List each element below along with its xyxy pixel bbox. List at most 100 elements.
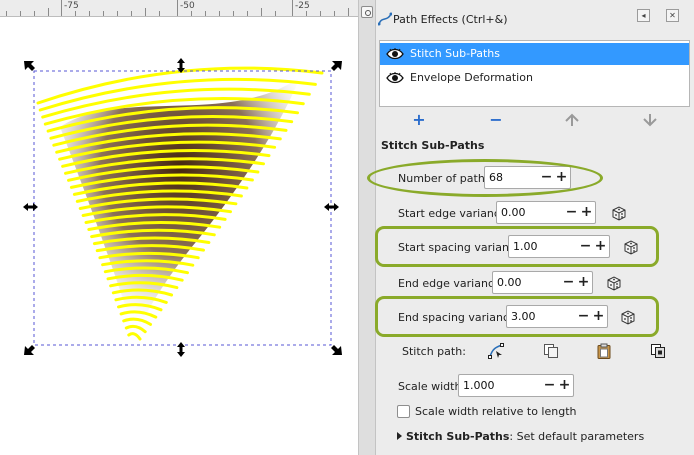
stitch-line (117, 303, 163, 312)
eye-icon[interactable] (386, 47, 404, 61)
handle-top-right[interactable] (331, 61, 342, 71)
decrement-button[interactable]: − (540, 169, 553, 185)
handle-top[interactable] (177, 58, 185, 73)
stitch-line (95, 244, 205, 253)
effect-list[interactable]: Stitch Sub-Paths Envelope Deformation (379, 40, 690, 107)
ruler-tick (103, 11, 104, 16)
paste-icon[interactable] (596, 343, 612, 359)
end-spacing-variance-input[interactable] (507, 306, 573, 327)
handle-top-left[interactable] (24, 61, 35, 71)
panel-toggle-icon[interactable] (361, 6, 373, 18)
decrement-button[interactable]: − (579, 238, 592, 254)
ruler-tick (159, 11, 160, 16)
increment-button[interactable]: + (592, 308, 605, 324)
path-effects-panel: Path Effects (Ctrl+&) ◂ ✕ Stitch Sub-Pat… (367, 0, 694, 455)
ruler-tick (177, 0, 178, 16)
dialog-title: Path Effects (Ctrl+&) (393, 13, 508, 26)
randomize-icon[interactable] (611, 205, 627, 221)
ruler-tick (61, 0, 62, 16)
ruler-tick (219, 11, 220, 16)
stitch-line (101, 259, 195, 267)
ruler-tick (247, 11, 248, 16)
copy-icon[interactable] (543, 343, 559, 359)
stitch-line (64, 157, 265, 175)
handle-left[interactable] (23, 203, 38, 211)
effect-label: Envelope Deformation (410, 71, 533, 84)
stitch-line (58, 140, 277, 161)
effect-item-stitch-sub-paths[interactable]: Stitch Sub-Paths (380, 43, 689, 65)
increment-button[interactable]: + (580, 204, 593, 220)
increment-button[interactable]: + (577, 274, 590, 290)
stitch-line (55, 132, 282, 154)
number-of-paths-input[interactable] (485, 167, 535, 188)
handle-bottom-right[interactable] (331, 345, 342, 355)
ruler-label: -50 (180, 1, 195, 11)
start-edge-variance-spinbox[interactable]: − + (496, 201, 596, 224)
panel-separator[interactable] (358, 0, 376, 455)
edit-path-icon[interactable] (488, 343, 504, 359)
randomize-icon[interactable] (606, 275, 622, 291)
start-spacing-variance-spinbox[interactable]: − + (508, 235, 610, 258)
selection-handles[interactable] (23, 58, 342, 357)
stitch-line (119, 310, 158, 319)
ruler-tick (306, 11, 307, 16)
decrement-button[interactable]: − (565, 204, 578, 220)
default-parameters-expander[interactable]: Stitch Sub-Paths: Set default parameters (397, 430, 644, 443)
stitch-line (61, 148, 271, 168)
drawing-canvas[interactable] (0, 17, 358, 455)
arrow-up-icon[interactable] (563, 111, 581, 129)
handle-right[interactable] (324, 203, 339, 211)
start-spacing-variance-label: Start spacing variance: (398, 241, 526, 254)
increment-button[interactable]: + (558, 377, 571, 393)
scale-width-input[interactable] (459, 375, 539, 396)
scale-relative-checkbox[interactable] (397, 405, 410, 418)
decrement-button[interactable]: − (562, 274, 575, 290)
end-edge-variance-input[interactable] (493, 272, 558, 293)
ruler-tick (75, 11, 76, 16)
ruler-label: -75 (64, 1, 79, 11)
randomize-icon[interactable] (620, 309, 636, 325)
stitch-line (98, 251, 200, 260)
stitch-lines (36, 66, 324, 341)
stitch-line (69, 173, 254, 189)
end-edge-variance-label: End edge variance: (398, 277, 505, 290)
arrow-down-icon[interactable] (641, 111, 659, 129)
increment-button[interactable]: + (594, 238, 607, 254)
effect-item-envelope-deformation[interactable]: Envelope Deformation (380, 67, 689, 89)
stitch-line (41, 87, 311, 119)
start-edge-variance-label: Start edge variance: (398, 207, 511, 220)
ruler-tick (131, 11, 132, 16)
expander-title: Stitch Sub-Paths (406, 430, 510, 443)
remove-effect-button[interactable]: − (489, 110, 503, 129)
handle-bottom-left[interactable] (24, 345, 35, 355)
end-edge-variance-spinbox[interactable]: − + (492, 271, 593, 294)
ruler-tick (292, 0, 293, 16)
stitch-line (81, 205, 232, 217)
end-spacing-variance-spinbox[interactable]: − + (506, 305, 608, 328)
stitched-shape-artwork[interactable] (0, 17, 358, 455)
scale-relative-label: Scale width relative to length (415, 405, 577, 418)
number-of-paths-spinbox[interactable]: − + (484, 166, 571, 189)
horizontal-ruler[interactable]: -75 -50 -25 (0, 0, 358, 17)
number-of-paths-label: Number of paths: (398, 172, 495, 185)
stitch-line (84, 213, 227, 224)
decrement-button[interactable]: − (543, 377, 556, 393)
start-spacing-variance-input[interactable] (509, 236, 575, 257)
decrement-button[interactable]: − (577, 308, 590, 324)
dock-icon[interactable]: ◂ (637, 9, 650, 22)
link-to-path-icon[interactable] (650, 343, 666, 359)
ruler-tick (145, 8, 146, 16)
ruler-tick (6, 11, 7, 16)
stitch-line (90, 228, 216, 239)
handle-bottom[interactable] (177, 342, 185, 357)
increment-button[interactable]: + (555, 169, 568, 185)
close-icon[interactable]: ✕ (666, 9, 679, 22)
randomize-icon[interactable] (623, 239, 639, 255)
eye-icon[interactable] (386, 71, 404, 85)
add-effect-button[interactable]: + (412, 110, 426, 129)
stitch-line (92, 236, 211, 246)
stitch-line (87, 221, 222, 231)
scale-width-spinbox[interactable]: − + (458, 374, 574, 397)
scale-width-label: Scale width: (398, 380, 466, 393)
start-edge-variance-input[interactable] (497, 202, 561, 223)
